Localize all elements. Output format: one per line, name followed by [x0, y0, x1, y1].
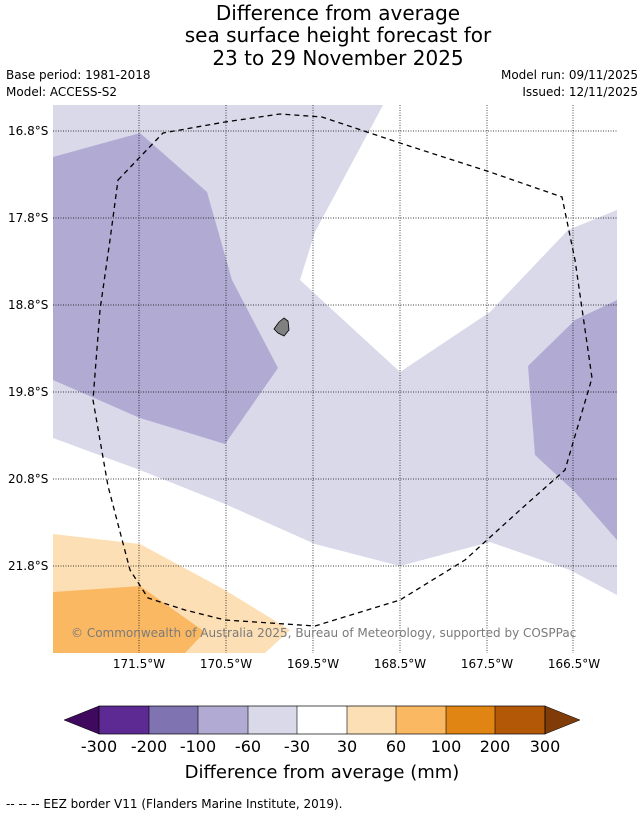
graticule [53, 105, 617, 653]
contour-fill-minus100-minus60-east [528, 300, 617, 540]
colorbar-bin-plus30-plus60 [347, 706, 396, 734]
colorbar-outline [98, 705, 546, 735]
colorbar-tick: -300 [80, 737, 118, 756]
colorbar-tick: 300 [529, 737, 561, 756]
colorbar-bin-minus60-minus30 [248, 706, 297, 734]
colorbar-tick: -200 [130, 737, 168, 756]
lon-label-167-5: 167.5°W [460, 657, 514, 671]
lat-label-21-8: 21.8°S [8, 559, 49, 573]
colorbar-bin-plus60-plus100 [396, 706, 446, 734]
colorbar-title: Difference from average (mm) [0, 762, 644, 783]
colorbar-tick: 30 [336, 737, 358, 756]
lat-label-19-8: 19.8°S [8, 385, 49, 399]
colorbar-extend-high [544, 705, 581, 735]
contour-fill-minus100-minus60-west [53, 133, 278, 444]
lon-label-168-5: 168.5°W [373, 657, 427, 671]
colorbar-tick: -60 [234, 737, 262, 756]
colorbar-tick: -100 [179, 737, 217, 756]
model-name: Model: ACCESS-S2 [6, 85, 118, 99]
colorbar [63, 705, 581, 735]
lat-label-17-8: 17.8°S [8, 211, 49, 225]
contour-fill-plus60-plus100 [53, 586, 205, 653]
model-run: Model run: 09/11/2025 [500, 68, 638, 82]
lat-label-18-8: 18.8°S [8, 298, 49, 312]
base-period: Base period: 1981-2018 [6, 68, 151, 82]
lon-label-169-5: 169.5°W [286, 657, 340, 671]
colorbar-bin-plus200-plus300 [495, 706, 545, 734]
colorbar-title-text: Difference from average (mm) [184, 762, 460, 783]
colorbar-tick: -30 [283, 737, 311, 756]
colorbar-tick: 200 [479, 737, 511, 756]
colorbar-bin-minus200-minus100 [149, 706, 198, 734]
eez-legend: -- -- -- EEZ border V11 (Flanders Marine… [6, 797, 343, 811]
lon-label-170-5: 170.5°W [199, 657, 253, 671]
lat-label-16-8: 16.8°S [8, 124, 49, 138]
eez-border [92, 113, 593, 627]
colorbar-bin-minus100-minus60 [198, 706, 248, 734]
issued-date: Issued: 12/11/2025 [522, 85, 638, 99]
lon-label-171-5: 171.5°W [112, 657, 166, 671]
colorbar-tick: 100 [430, 737, 462, 756]
colorbar-tick: 60 [385, 737, 407, 756]
lat-label-20-8: 20.8°S [8, 472, 49, 486]
title-line-3: 23 to 29 November 2025 [212, 46, 464, 70]
colorbar-bin-minus300-minus200 [99, 706, 149, 734]
map-plot-area [53, 105, 617, 653]
colorbar-bin-minus30-plus30 [297, 706, 347, 734]
lon-label-166-5: 166.5°W [547, 657, 601, 671]
colorbar-extend-low [63, 705, 100, 735]
title-line-2: sea surface height forecast for [184, 23, 492, 47]
colorbar-dividers [148, 706, 496, 734]
island-niue [273, 317, 290, 337]
copyright-notice: © Commonwealth of Australia 2025, Bureau… [71, 626, 577, 640]
title-line-1: Difference from average [215, 1, 461, 25]
colorbar-bin-plus100-plus200 [446, 706, 495, 734]
